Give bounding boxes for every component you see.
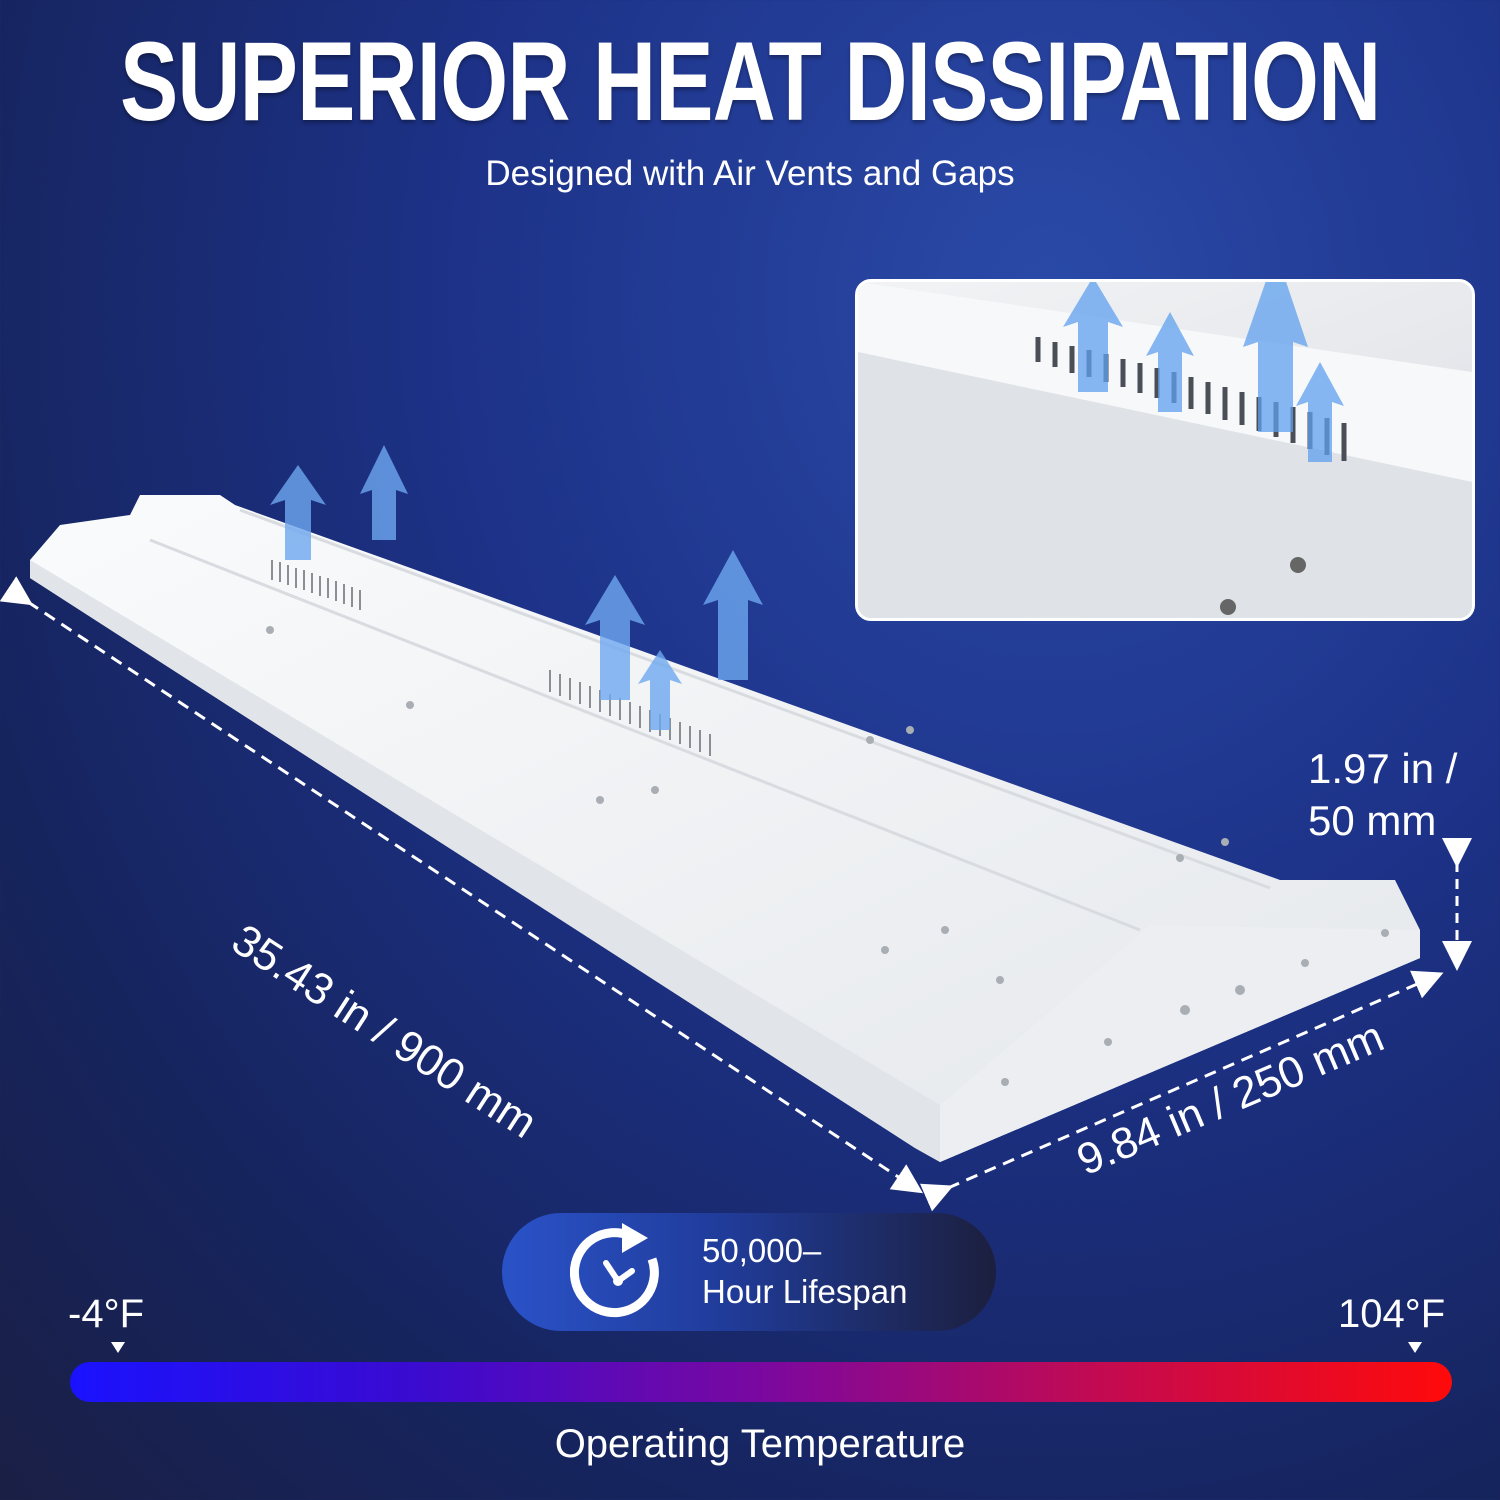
lifespan-label: Hour Lifespan <box>702 1273 908 1310</box>
height-label-line2: 50 mm <box>1308 797 1437 844</box>
height-label-line1: 1.97 in / <box>1308 745 1458 792</box>
length-dimension-line <box>0 576 924 1194</box>
subtitle: Designed with Air Vents and Gaps <box>485 154 1015 193</box>
page-title: SUPERIOR HEAT DISSIPATION <box>120 19 1381 145</box>
operating-temperature-label: Operating Temperature <box>554 1422 966 1466</box>
vent-closeup-inset <box>855 279 1475 621</box>
width-dimension-line <box>920 970 1444 1212</box>
lifespan-value: 50,000– <box>702 1232 822 1269</box>
min-marker-icon <box>111 1342 125 1353</box>
clock-cycle-icon <box>570 1223 659 1318</box>
lifespan-badge: 50,000– Hour Lifespan <box>502 1213 996 1331</box>
min-temperature: -4°F <box>68 1292 144 1336</box>
temperature-gradient-bar <box>70 1362 1452 1402</box>
max-temperature: 104°F <box>1338 1292 1446 1336</box>
max-marker-icon <box>1408 1342 1422 1353</box>
